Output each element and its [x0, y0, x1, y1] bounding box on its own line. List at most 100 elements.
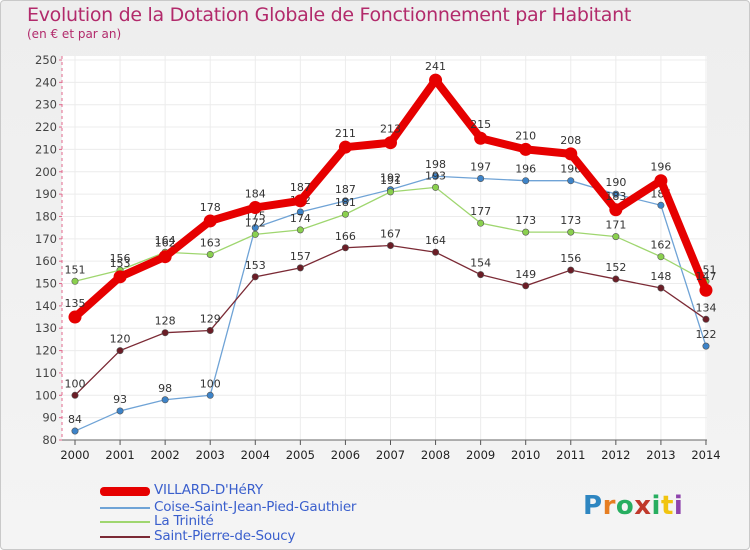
data-label-saint-pierre-de-soucy: 153	[245, 259, 266, 272]
data-label-villard-d-he-ry: 213	[380, 123, 401, 136]
data-point-villard-d-he-ry	[203, 214, 217, 228]
data-point-la-trinite	[477, 219, 485, 227]
y-tick-label: 210	[35, 142, 57, 156]
data-label-saint-pierre-de-soucy: 167	[380, 228, 401, 241]
data-point-saint-pierre-de-soucy	[432, 248, 440, 256]
data-label-la-trinite: 181	[335, 196, 356, 209]
logo-letter: t	[660, 491, 674, 521]
data-label-villard-d-he-ry: 135	[65, 297, 86, 310]
chart-subtitle: (en € et par an)	[27, 27, 122, 41]
data-label-coise-saint-jean-pied-gauthier: 84	[68, 413, 82, 426]
legend-label-la-trinite: La Trinité	[154, 513, 214, 529]
y-tick-label: 120	[35, 344, 57, 358]
y-tick-label: 230	[35, 98, 57, 112]
legend-swatch-villard	[100, 486, 150, 496]
data-point-saint-pierre-de-soucy	[477, 271, 485, 279]
data-label-villard-d-he-ry: 208	[560, 134, 581, 147]
data-label-la-trinite: 174	[290, 212, 311, 225]
logo-letter: i	[651, 491, 661, 521]
data-label-villard-d-he-ry: 178	[200, 201, 221, 214]
data-point-saint-pierre-de-soucy	[522, 282, 530, 290]
y-tick-label: 100	[35, 388, 57, 402]
data-label-la-trinite: 156	[110, 252, 131, 265]
x-tick-label: 2013	[646, 448, 675, 462]
x-tick-label: 2008	[421, 448, 450, 462]
data-label-saint-pierre-de-soucy: 128	[155, 315, 176, 328]
y-tick-label: 140	[35, 299, 57, 313]
x-tick-label: 2009	[466, 448, 495, 462]
y-tick-label: 200	[35, 165, 57, 179]
legend-label-villard: VILLARD-D'HéRY	[154, 482, 263, 498]
data-point-la-trinite	[341, 210, 349, 218]
y-tick-label: 160	[35, 254, 57, 268]
data-label-coise-saint-jean-pied-gauthier: 122	[695, 328, 716, 341]
data-point-villard-d-he-ry	[609, 203, 623, 217]
data-label-villard-d-he-ry: 162	[155, 237, 176, 250]
y-tick-label: 240	[35, 75, 57, 89]
data-label-villard-d-he-ry: 153	[110, 257, 131, 270]
data-point-saint-pierre-de-soucy	[657, 284, 665, 292]
data-label-la-trinite: 171	[605, 219, 626, 232]
data-point-coise-saint-jean-pied-gauthier	[657, 201, 665, 209]
data-point-villard-d-he-ry	[383, 136, 397, 150]
data-point-villard-d-he-ry	[113, 270, 127, 284]
logo-letter: i	[673, 491, 684, 521]
data-label-saint-pierre-de-soucy: 100	[65, 377, 86, 390]
data-label-villard-d-he-ry: 211	[335, 127, 356, 140]
y-tick-label: 90	[42, 411, 57, 425]
chart-title: Evolution de la Dotation Globale de Fonc…	[27, 4, 632, 26]
x-tick-label: 2003	[196, 448, 225, 462]
data-point-villard-d-he-ry	[158, 250, 172, 264]
data-point-villard-d-he-ry	[654, 174, 668, 188]
data-label-saint-pierre-de-soucy: 164	[425, 234, 446, 247]
x-tick-label: 2000	[60, 448, 89, 462]
data-point-coise-saint-jean-pied-gauthier	[161, 396, 169, 404]
data-label-saint-pierre-de-soucy: 152	[605, 261, 626, 274]
data-point-saint-pierre-de-soucy	[206, 326, 214, 334]
data-label-villard-d-he-ry: 210	[515, 129, 536, 142]
data-label-la-trinite: 177	[470, 205, 491, 218]
data-point-coise-saint-jean-pied-gauthier	[206, 391, 214, 399]
data-label-villard-d-he-ry: 184	[245, 188, 266, 201]
data-point-la-trinite	[296, 226, 304, 234]
data-point-villard-d-he-ry	[699, 283, 713, 297]
data-label-la-trinite: 193	[425, 169, 446, 182]
logo-letter: o	[615, 491, 635, 521]
data-label-villard-d-he-ry: 187	[290, 181, 311, 194]
data-point-la-trinite	[432, 183, 440, 191]
data-point-saint-pierre-de-soucy	[251, 273, 259, 281]
data-point-coise-saint-jean-pied-gauthier	[477, 174, 485, 182]
x-tick-label: 2006	[331, 448, 360, 462]
data-label-saint-pierre-de-soucy: 156	[560, 252, 581, 265]
x-tick-label: 2007	[376, 448, 405, 462]
data-point-saint-pierre-de-soucy	[386, 242, 394, 250]
legend-label-coise: Coise-Saint-Jean-Pied-Gauthier	[154, 499, 357, 515]
data-point-coise-saint-jean-pied-gauthier	[251, 224, 259, 232]
data-label-saint-pierre-de-soucy: 154	[470, 257, 491, 270]
y-tick-label: 130	[35, 321, 57, 335]
data-label-la-trinite: 164	[155, 234, 176, 247]
data-point-coise-saint-jean-pied-gauthier	[702, 342, 710, 350]
x-tick-label: 2004	[241, 448, 270, 462]
y-tick-label: 110	[35, 366, 57, 380]
data-label-la-trinite: 151	[65, 263, 86, 276]
x-tick-label: 2001	[105, 448, 134, 462]
data-label-saint-pierre-de-soucy: 134	[695, 301, 716, 314]
data-point-la-trinite	[522, 228, 530, 236]
data-point-villard-d-he-ry	[68, 310, 82, 324]
data-point-saint-pierre-de-soucy	[296, 264, 304, 272]
data-point-villard-d-he-ry	[338, 140, 352, 154]
data-point-coise-saint-jean-pied-gauthier	[522, 177, 530, 185]
legend-swatch-la-trinite	[100, 521, 150, 523]
x-tick-label: 2012	[601, 448, 630, 462]
y-tick-label: 250	[35, 53, 57, 67]
data-label-saint-pierre-de-soucy: 166	[335, 230, 356, 243]
data-point-la-trinite	[386, 188, 394, 196]
data-label-coise-saint-jean-pied-gauthier: 93	[113, 393, 127, 406]
data-point-saint-pierre-de-soucy	[161, 329, 169, 337]
logo-letter: x	[634, 491, 652, 521]
data-point-villard-d-he-ry	[564, 147, 578, 161]
data-label-saint-pierre-de-soucy: 157	[290, 250, 311, 263]
y-tick-label: 80	[42, 433, 57, 447]
data-point-coise-saint-jean-pied-gauthier	[296, 208, 304, 216]
